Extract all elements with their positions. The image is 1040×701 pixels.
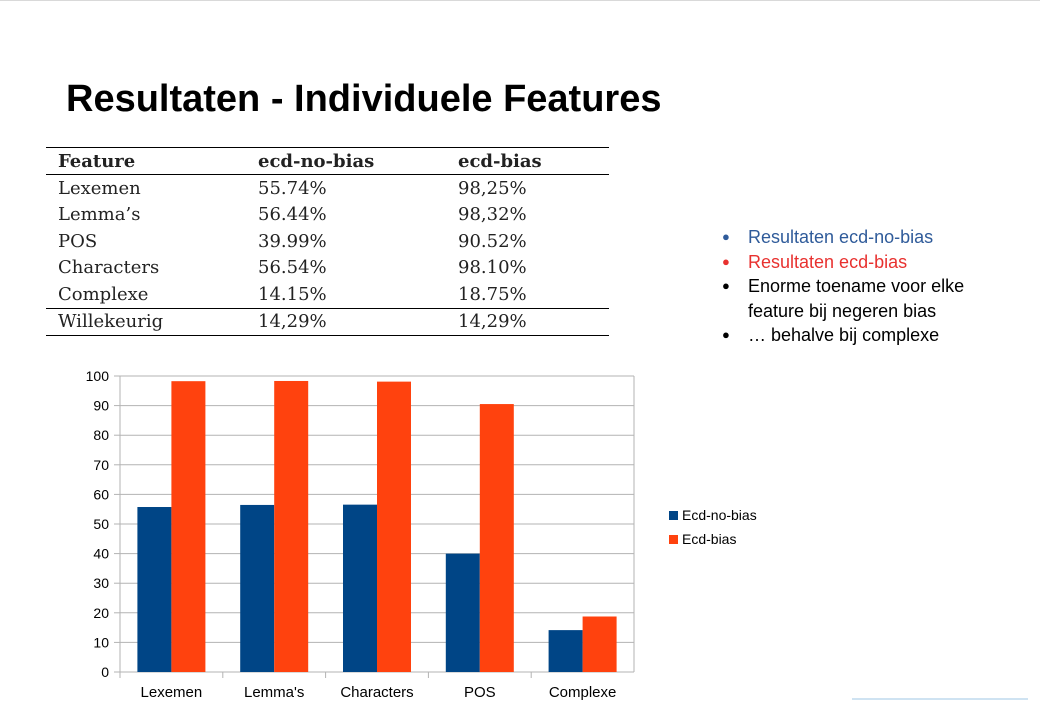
table-row: POS 39.99% 90.52% [46,228,609,255]
bar-no-bias [137,507,172,672]
table-cell: 14.15% [258,283,327,305]
bar-no-bias [548,630,583,672]
y-tick-label: 20 [93,605,109,621]
x-tick-label: Characters [340,684,413,700]
bar-bias [171,381,206,672]
table-cell: 56.54% [258,257,327,279]
table-cell: 18.75% [458,283,527,305]
bar-no-bias [343,504,377,672]
table-cell: 98.10% [458,257,527,279]
y-tick-label: 50 [93,516,109,532]
table-cell: 98,25% [458,177,527,199]
bullet-item: … behalve bij complexe [722,323,1022,348]
table-cell: POS [58,230,98,252]
table-header-bias: ecd-bias [446,147,609,175]
table-cell: 56.44% [258,204,327,226]
table-cell: Characters [58,257,160,279]
y-tick-label: 90 [93,398,109,414]
table-cell: 14,29% [446,307,609,336]
bullet-item: Resultaten ecd-bias [722,250,1022,275]
bullet-item: Resultaten ecd-no-bias [722,225,1022,250]
bar-bias [582,616,617,672]
y-tick-label: 10 [93,634,109,650]
y-tick-label: 80 [93,427,109,443]
bar-bias [274,380,309,672]
table-cell: 55.74% [258,177,327,199]
y-tick-label: 70 [93,457,109,473]
bar-no-bias [240,504,275,672]
bullet-item: Enorme toename voor elke feature bij neg… [722,274,1022,323]
x-tick-label: Complexe [549,684,617,700]
top-divider [0,0,1040,1]
table-cell: Lexemen [58,177,141,199]
table-row: Characters 56.54% 98.10% [46,255,609,282]
table-cell: 14,29% [246,307,446,336]
y-tick-label: 30 [93,575,109,591]
table-header-no-bias: ecd-no-bias [246,147,446,175]
results-table: Feature ecd-no-bias ecd-bias Lexemen 55.… [46,147,609,336]
table-cell: 90.52% [458,230,527,252]
y-tick-label: 100 [86,368,110,384]
x-tick-label: POS [464,684,496,700]
bar-bias [377,381,411,672]
table-cell: Lemma’s [58,204,141,226]
legend-label: Ecd-bias [682,531,736,547]
table-cell: Willekeurig [46,307,246,336]
bullet-list: Resultaten ecd-no-bias Resultaten ecd-bi… [722,225,1022,348]
y-tick-label: 60 [93,486,109,502]
table-row: Lexemen 55.74% 98,25% [46,175,609,202]
table-cell: 98,32% [458,204,527,226]
y-tick-label: 0 [101,664,109,680]
x-tick-label: Lexemen [141,684,203,700]
table-row: Lemma’s 56.44% 98,32% [46,202,609,229]
legend-label: Ecd-no-bias [682,507,757,523]
bar-bias [479,404,514,672]
table-header-row: Feature ecd-no-bias ecd-bias [46,147,609,175]
table-header-feature: Feature [46,147,246,175]
slide-title: Resultaten - Individuele Features [66,78,662,120]
bar-chart: 0 10 20 30 40 50 60 70 80 90 100 Lexemen Lemma's Char… [86,368,757,700]
legend-swatch [669,535,678,544]
table-row: Complexe 14.15% 18.75% [46,281,609,308]
legend-swatch [669,511,678,520]
table-row-random: Willekeurig 14,29% 14,29% [46,307,609,336]
x-tick-label: Lemma's [244,684,304,700]
table-cell: 39.99% [258,230,327,252]
table-cell: Complexe [58,283,149,305]
bottom-accent-line [852,698,1028,700]
bar-no-bias [445,553,480,672]
y-tick-label: 40 [93,546,109,562]
